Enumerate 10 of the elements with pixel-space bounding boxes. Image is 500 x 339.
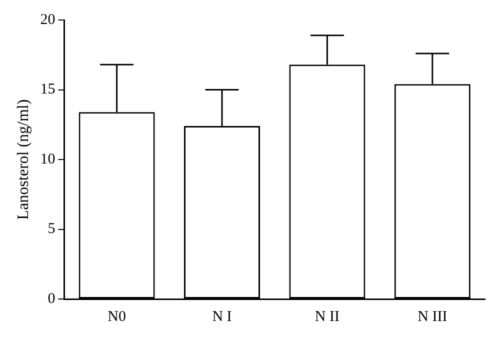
- x-tick-label: N0: [108, 308, 126, 325]
- x-tick-label: N I: [212, 308, 232, 325]
- y-axis-title: Lanosterol (ng/ml): [14, 99, 32, 220]
- y-tick-label: 10: [40, 151, 56, 168]
- y-tick-label: 5: [48, 221, 56, 238]
- y-tick-label: 0: [48, 290, 56, 307]
- x-tick-label: N III: [418, 308, 448, 325]
- y-tick-label: 15: [40, 82, 56, 98]
- y-tick-label: 20: [40, 12, 56, 28]
- x-tick-label: N II: [314, 308, 340, 325]
